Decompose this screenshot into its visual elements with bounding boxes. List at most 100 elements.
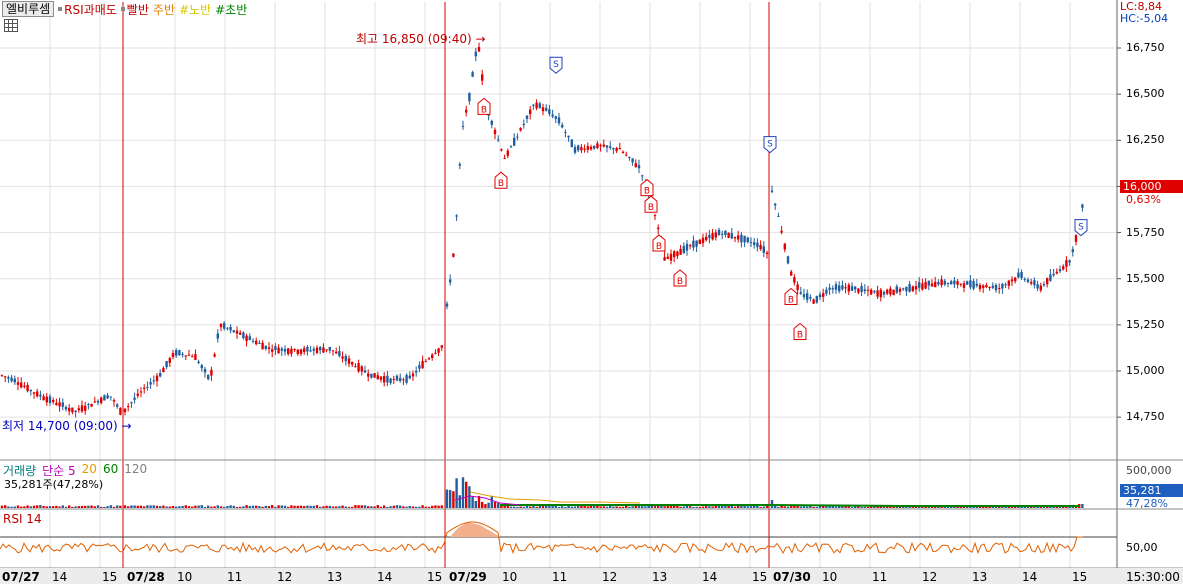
candle-body bbox=[1001, 283, 1004, 289]
candle-body bbox=[299, 349, 303, 354]
grid-toggle-icon[interactable] bbox=[4, 19, 18, 32]
volume-bar bbox=[525, 505, 529, 508]
candle-body bbox=[48, 396, 52, 403]
volume-bar bbox=[344, 506, 347, 508]
volume-bar bbox=[452, 491, 455, 508]
volume-bar bbox=[634, 505, 637, 508]
time-tick-label: 13 bbox=[327, 570, 343, 584]
candle-body bbox=[759, 244, 762, 250]
candle-body bbox=[309, 350, 312, 352]
candle-body bbox=[557, 117, 561, 124]
indicator-label: #노반 bbox=[178, 2, 212, 17]
candle-body bbox=[149, 382, 152, 385]
candle-body bbox=[1055, 271, 1058, 274]
candle-body bbox=[239, 332, 242, 335]
volume-bar bbox=[796, 505, 799, 508]
candle-body bbox=[583, 148, 586, 150]
volume-bar bbox=[39, 505, 42, 508]
price-tick-label: 15,750 bbox=[1126, 225, 1165, 239]
volume-bar bbox=[411, 506, 415, 508]
svg-text:B: B bbox=[656, 242, 662, 252]
candle-body bbox=[522, 123, 525, 125]
bullet-icon bbox=[120, 7, 125, 11]
candle-body bbox=[16, 382, 20, 385]
volume-bar bbox=[978, 506, 982, 508]
candle-body bbox=[26, 384, 29, 392]
volume-bar bbox=[383, 505, 386, 508]
candle-body bbox=[886, 289, 889, 294]
low-annotation: 최저 14,700 (09:00) → bbox=[2, 417, 132, 434]
candle-body bbox=[863, 289, 866, 292]
volume-bar bbox=[219, 506, 223, 508]
volume-bar bbox=[229, 505, 232, 508]
volume-bar bbox=[376, 505, 379, 508]
volume-bar bbox=[1058, 506, 1062, 508]
indicator-yellow[interactable]: #노반 bbox=[179, 1, 211, 18]
buy-signal-icon: B bbox=[784, 287, 798, 305]
candle-body bbox=[966, 281, 969, 285]
candle-body bbox=[943, 280, 946, 285]
volume-bar bbox=[825, 505, 828, 508]
volume-bar bbox=[653, 506, 657, 508]
candle-body bbox=[261, 342, 264, 350]
candle-body bbox=[360, 366, 363, 372]
indicator-rsi-oversold[interactable]: RSI과매도 bbox=[58, 1, 117, 18]
candle-body bbox=[7, 377, 10, 379]
volume-bar bbox=[673, 505, 676, 508]
indicator-toolbar: 엘비루셈 RSI과매도 빨반 주반 #노반 #초반 bbox=[2, 1, 247, 17]
time-axis-background bbox=[0, 568, 1183, 584]
candle-body bbox=[357, 363, 360, 372]
candle-body bbox=[799, 292, 802, 294]
volume-bar bbox=[557, 506, 561, 508]
volume-bar bbox=[7, 506, 10, 508]
candle-body bbox=[29, 390, 32, 392]
candle-body bbox=[918, 282, 921, 288]
volume-bar bbox=[357, 505, 360, 508]
day-separators bbox=[122, 2, 770, 568]
volume-bar bbox=[561, 506, 564, 508]
volume-bar bbox=[860, 506, 863, 508]
volume-bar bbox=[1004, 506, 1007, 508]
volume-bar bbox=[474, 500, 477, 508]
volume-bar bbox=[698, 506, 701, 508]
time-tick-label: 10 bbox=[502, 570, 518, 584]
indicator-red[interactable]: 빨반 bbox=[120, 1, 149, 18]
candle-body bbox=[717, 229, 721, 236]
indicator-green[interactable]: #초반 bbox=[215, 1, 247, 18]
ma60-label: 60 bbox=[102, 462, 119, 476]
candle-body bbox=[90, 404, 93, 407]
candle-body bbox=[509, 146, 513, 148]
candle-body bbox=[55, 402, 58, 405]
candle-body bbox=[490, 120, 493, 125]
candle-body bbox=[207, 374, 210, 380]
grid-lines bbox=[0, 2, 1121, 568]
time-tick-label: 15 bbox=[1072, 570, 1088, 584]
candle-body bbox=[1071, 249, 1074, 253]
indicator-orange[interactable]: 주반 bbox=[153, 1, 175, 18]
stock-selector-button[interactable]: 엘비루셈 bbox=[2, 1, 55, 17]
volume-bar bbox=[13, 506, 16, 508]
buy-signal-icon: B bbox=[652, 234, 666, 252]
candle-body bbox=[506, 150, 509, 156]
volume-bar bbox=[155, 505, 159, 508]
candle-body bbox=[541, 107, 545, 112]
volume-bar bbox=[770, 500, 774, 508]
volume-bar bbox=[866, 506, 870, 508]
candle-body bbox=[477, 47, 481, 52]
price-tick-label: 14,750 bbox=[1126, 410, 1165, 424]
candle-body bbox=[255, 340, 258, 345]
candle-body bbox=[203, 369, 207, 373]
candle-body bbox=[777, 215, 780, 217]
volume-axis-label: 500,000 bbox=[1126, 464, 1172, 477]
candle-body bbox=[762, 246, 765, 253]
candle-body bbox=[545, 108, 548, 111]
time-tick-label: 15 bbox=[752, 570, 768, 584]
sell-signal-icon: S bbox=[549, 56, 563, 74]
volume-bar bbox=[437, 505, 440, 508]
candle-body bbox=[296, 349, 299, 355]
candle-body bbox=[32, 392, 36, 394]
volume-bar bbox=[61, 505, 64, 508]
candle-body bbox=[953, 280, 956, 285]
volume-bar bbox=[331, 506, 335, 508]
time-tick-label: 07/27 bbox=[2, 570, 40, 584]
